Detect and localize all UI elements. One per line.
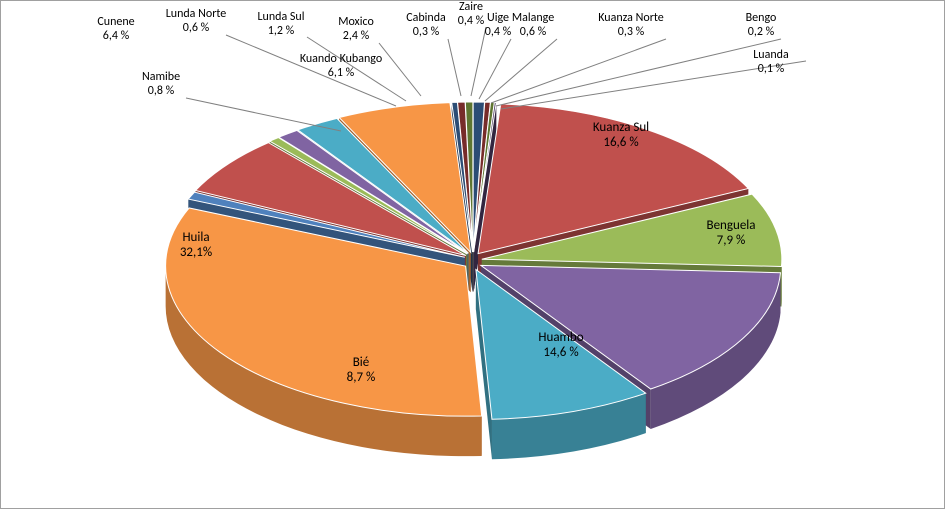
slice-name: Lunda Norte xyxy=(166,8,227,22)
slice-label: Benguela7,9 % xyxy=(707,219,756,249)
slice-value: 8,7 % xyxy=(347,371,376,386)
slice-label: Malange0,6 % xyxy=(512,12,554,40)
slice-name: Benguela xyxy=(707,219,756,234)
slice-value: 32,1% xyxy=(180,246,212,261)
slice-name: Bié xyxy=(347,356,376,371)
slice-value: 0,4 % xyxy=(485,26,511,40)
slice-name: Kuando Kubango xyxy=(300,53,382,67)
slice-label: Uige0,4 % xyxy=(485,12,511,40)
slice-label: Kuanza Norte0,3 % xyxy=(598,12,664,40)
slice-value: 14,6 % xyxy=(538,346,583,361)
slice-label: Huila32,1% xyxy=(180,231,212,261)
slice-label: Cabinda0,3 % xyxy=(406,12,446,40)
slice-label: Namibe0,8 % xyxy=(142,71,180,99)
slice-label: Kuando Kubango6,1 % xyxy=(300,53,382,81)
slice-name: Bengo xyxy=(746,12,777,26)
slice-value: 0,3 % xyxy=(598,26,664,40)
slice-label: Lunda Sul1,2 % xyxy=(258,11,305,39)
slice-name: Lunda Sul xyxy=(258,11,305,25)
slice-name: Luanda xyxy=(753,49,788,63)
slice-name: Moxico xyxy=(338,16,374,30)
slice-name: Zaire xyxy=(458,1,484,15)
slice-label: Zaire0,4 % xyxy=(458,1,484,29)
slice-name: Kuanza Sul xyxy=(593,121,649,136)
slice-value: 0,6 % xyxy=(166,22,227,36)
slice-label: Lunda Norte0,6 % xyxy=(166,8,227,36)
slice-label: Huambo14,6 % xyxy=(538,331,583,361)
slice-name: Kuanza Norte xyxy=(598,12,664,26)
slice-value: 0,8 % xyxy=(142,85,180,99)
slice-value: 7,9 % xyxy=(707,234,756,249)
slice-label: Bengo0,2 % xyxy=(746,12,777,40)
slice-name: Huambo xyxy=(538,331,583,346)
slice-label: Moxico2,4 % xyxy=(338,16,374,44)
slice-value: 0,1 % xyxy=(753,63,788,77)
slice-value: 6,4 % xyxy=(97,30,134,44)
slice-name: Malange xyxy=(512,12,554,26)
slice-label: Bié8,7 % xyxy=(347,356,376,386)
slice-label: Cunene6,4 % xyxy=(97,16,134,44)
slice-label: Luanda0,1 % xyxy=(753,49,788,77)
slice-name: Huila xyxy=(180,231,212,246)
slice-value: 16,6 % xyxy=(593,136,649,151)
slice-name: Uige xyxy=(485,12,511,26)
slice-value: 1,2 % xyxy=(258,25,305,39)
slice-name: Cabinda xyxy=(406,12,446,26)
chart-container: Malange0,6 %Kuanza Norte0,3 %Bengo0,2 %L… xyxy=(0,0,945,509)
slice-value: 2,4 % xyxy=(338,30,374,44)
slice-value: 0,4 % xyxy=(458,15,484,29)
slice-value: 0,3 % xyxy=(406,26,446,40)
slice-name: Cunene xyxy=(97,16,134,30)
slice-value: 6,1 % xyxy=(300,67,382,81)
slice-value: 0,2 % xyxy=(746,26,777,40)
slice-name: Namibe xyxy=(142,71,180,85)
slice-value: 0,6 % xyxy=(512,26,554,40)
slice-label: Kuanza Sul16,6 % xyxy=(593,121,649,151)
